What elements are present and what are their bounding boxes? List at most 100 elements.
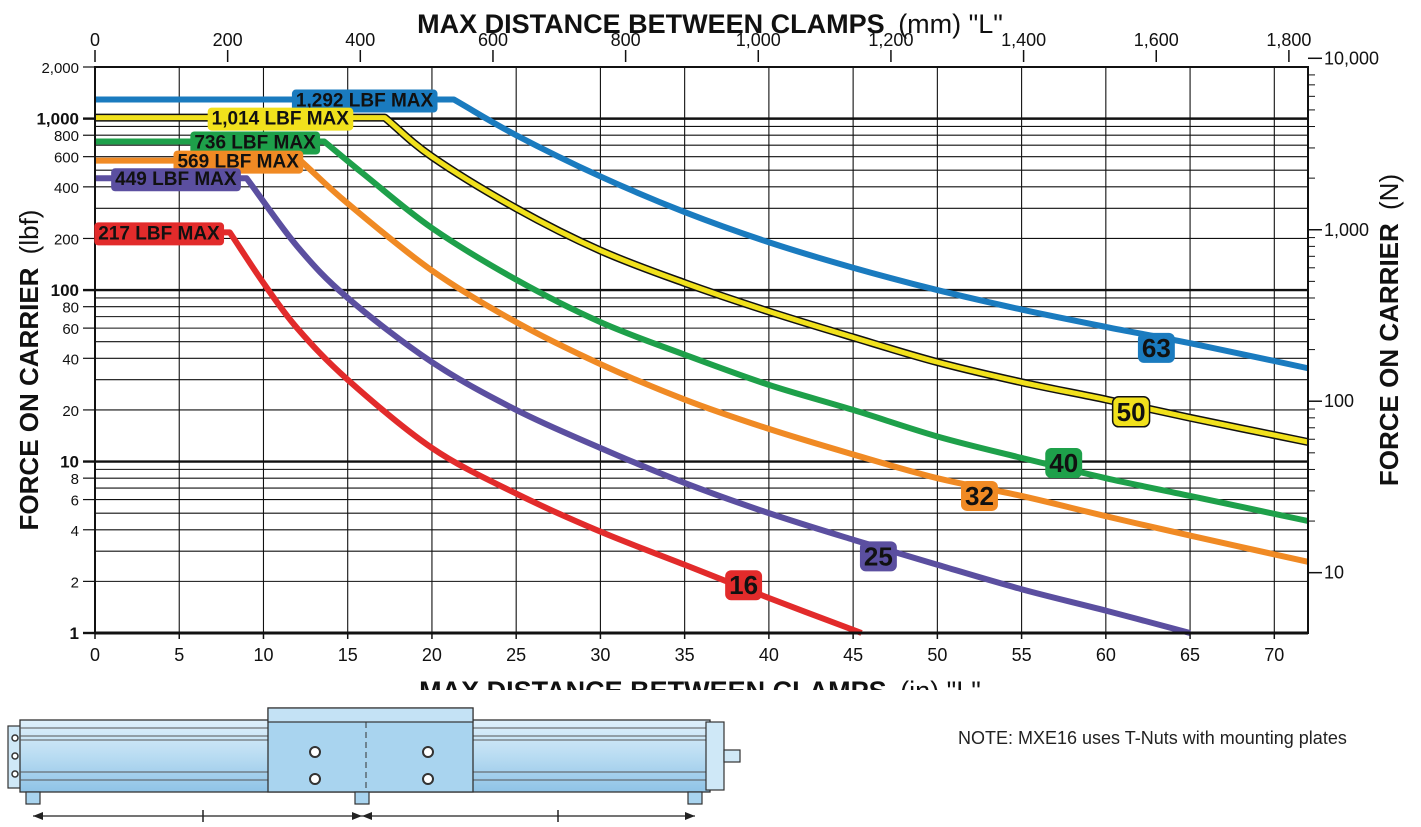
series-63-line [95, 96, 1309, 372]
top-axis-title-bold: MAX DISTANCE BETWEEN CLAMPS [417, 9, 885, 39]
y-right-tick-label: 10 [1324, 563, 1344, 583]
axes: 0 5 10 15 20 25 30 35 40 45 50 55 60 65 70 0 200 400 600 80… [36, 30, 1379, 665]
y-left-tick-label: 400 [54, 180, 79, 197]
x-tick-label: 20 [422, 645, 442, 665]
x-top-tick-label: 1,000 [736, 30, 781, 50]
series-50-max-label: 1,014 LBF MAX [212, 109, 350, 130]
series-32-max-label-bg [173, 150, 304, 174]
x-tick-label: 40 [759, 645, 779, 665]
series-63-name-label: 63 [1142, 333, 1171, 363]
dimension-arrow [362, 812, 372, 820]
chart: MAX DISTANCE BETWEEN CLAMPS (mm) "L" MAX… [14, 9, 1404, 690]
x-tick-label: 0 [90, 645, 100, 665]
y-axis-right-title-bold: FORCE ON CARRIER [1374, 223, 1404, 486]
series-40-line [95, 138, 1309, 524]
series-63-max-label: 1,292 LBF MAX [296, 91, 434, 112]
top-axis-title: MAX DISTANCE BETWEEN CLAMPS (mm) "L" [417, 9, 1003, 39]
actuator-right-endcap [705, 721, 725, 791]
series-25-name-label: 25 [864, 541, 893, 571]
dimension-arrow [352, 812, 362, 820]
x-top-tick-label: 1,800 [1266, 30, 1311, 50]
series-25-max-label: 449 LBF MAX [115, 169, 237, 190]
y-axis-right-title: FORCE ON CARRIER (N) [1374, 174, 1404, 486]
y-left-tick-label: 4 [71, 523, 79, 540]
screw-icon [309, 773, 321, 785]
y-left-tick-label: 40 [62, 351, 79, 368]
y-left-tick-label: 600 [54, 150, 79, 167]
screw-icon [422, 773, 434, 785]
y-left-tick-label: 6 [71, 493, 79, 510]
actuator-shaft [723, 749, 741, 763]
series-32-max-label: 569 LBF MAX [177, 152, 299, 173]
screw-icon [11, 752, 19, 760]
series-32-name-label-bg [961, 480, 998, 511]
series-16-name-label: 16 [729, 570, 758, 600]
x-top-tick-label: 400 [345, 30, 375, 50]
series-63-name-label-bg [1137, 332, 1175, 363]
series-50-max-label-bg [207, 107, 354, 131]
y-left-tick-label: 200 [54, 231, 79, 248]
x-top-tick-label: 800 [611, 30, 641, 50]
x-top-tick-label: 600 [478, 30, 508, 50]
y-right-tick-label: 100 [1324, 391, 1354, 411]
y-left-tick-label: 8 [71, 471, 79, 488]
x-top-tick-label: 1,200 [868, 30, 913, 50]
series-25-max-label-bg [111, 168, 241, 192]
x-tick-label: 65 [1180, 645, 1200, 665]
y-axis-left-title: FORCE ON CARRIER (lbf) [14, 210, 44, 531]
x-axis-title-unit: (in) "L" [900, 676, 981, 690]
x-axis-title-bold: MAX DISTANCE BETWEEN CLAMPS [419, 676, 887, 690]
y-axis-left-title-unit: (lbf) [14, 210, 44, 255]
x-tick-label: 10 [253, 645, 273, 665]
mounting-clamp [25, 791, 41, 805]
series-25-line [95, 175, 1191, 636]
series-25-name-label-bg [859, 541, 897, 572]
x-tick-label: 50 [927, 645, 947, 665]
x-axis-title: MAX DISTANCE BETWEEN CLAMPS (in) "L" [419, 676, 981, 690]
series-32-line [95, 157, 1309, 565]
series-32-name-label: 32 [965, 481, 994, 511]
series-16-max-label-bg [94, 222, 225, 246]
x-top-tick-label: 200 [213, 30, 243, 50]
series-16-max-label: 217 LBF MAX [98, 223, 220, 244]
y-left-tick-label: 2,000 [41, 60, 79, 77]
series-50-name-label-bg [1111, 396, 1151, 428]
y-left-tick-label: 800 [54, 128, 79, 145]
y-left-tick-label: 2 [71, 574, 79, 591]
mounting-clamp [354, 791, 370, 805]
series-group [95, 96, 1309, 636]
x-tick-label: 60 [1096, 645, 1116, 665]
y-left-tick-label: 20 [62, 403, 79, 420]
top-axis-title-unit: (mm) "L" [898, 9, 1003, 39]
note-text: NOTE: MXE16 uses T-Nuts with mounting pl… [958, 728, 1347, 748]
actuator-carrier-top [267, 707, 474, 723]
x-top-tick-label: 1,400 [1001, 30, 1046, 50]
y-left-tick-label: 100 [51, 281, 79, 300]
x-tick-label: 35 [675, 645, 695, 665]
dimension-arrow [685, 812, 695, 820]
screw-icon [11, 770, 19, 778]
x-top-tick-label: 0 [90, 30, 100, 50]
dimension-arrow [33, 812, 43, 820]
x-tick-label: 45 [843, 645, 863, 665]
series-63-max-label-bg [291, 89, 438, 113]
y-left-tick-label: 10 [60, 453, 79, 472]
y-right-tick-label: 1,000 [1324, 220, 1369, 240]
y-left-tick-label: 60 [62, 321, 79, 338]
screw-icon [309, 746, 321, 758]
series-40-max-label-bg [190, 131, 321, 155]
y-left-tick-label: 80 [62, 300, 79, 317]
x-tick-label: 5 [174, 645, 184, 665]
series-40-name-label: 40 [1049, 448, 1078, 478]
x-top-tick-label: 1,600 [1134, 30, 1179, 50]
y-axis-right-title-unit: (N) [1374, 174, 1404, 210]
screw-icon [422, 746, 434, 758]
series-50-name-label: 50 [1117, 397, 1146, 427]
series-40-name-label-bg [1045, 448, 1083, 479]
y-left-tick-label: 1,000 [36, 110, 79, 129]
series-labels: 1,292 LBF MAX 63 1,014 LBF MAX 50 736 LBF MA… [94, 89, 1175, 601]
x-tick-label: 70 [1264, 645, 1284, 665]
x-tick-label: 15 [338, 645, 358, 665]
series-16-name-label-bg [725, 570, 763, 601]
x-tick-label: 55 [1012, 645, 1032, 665]
